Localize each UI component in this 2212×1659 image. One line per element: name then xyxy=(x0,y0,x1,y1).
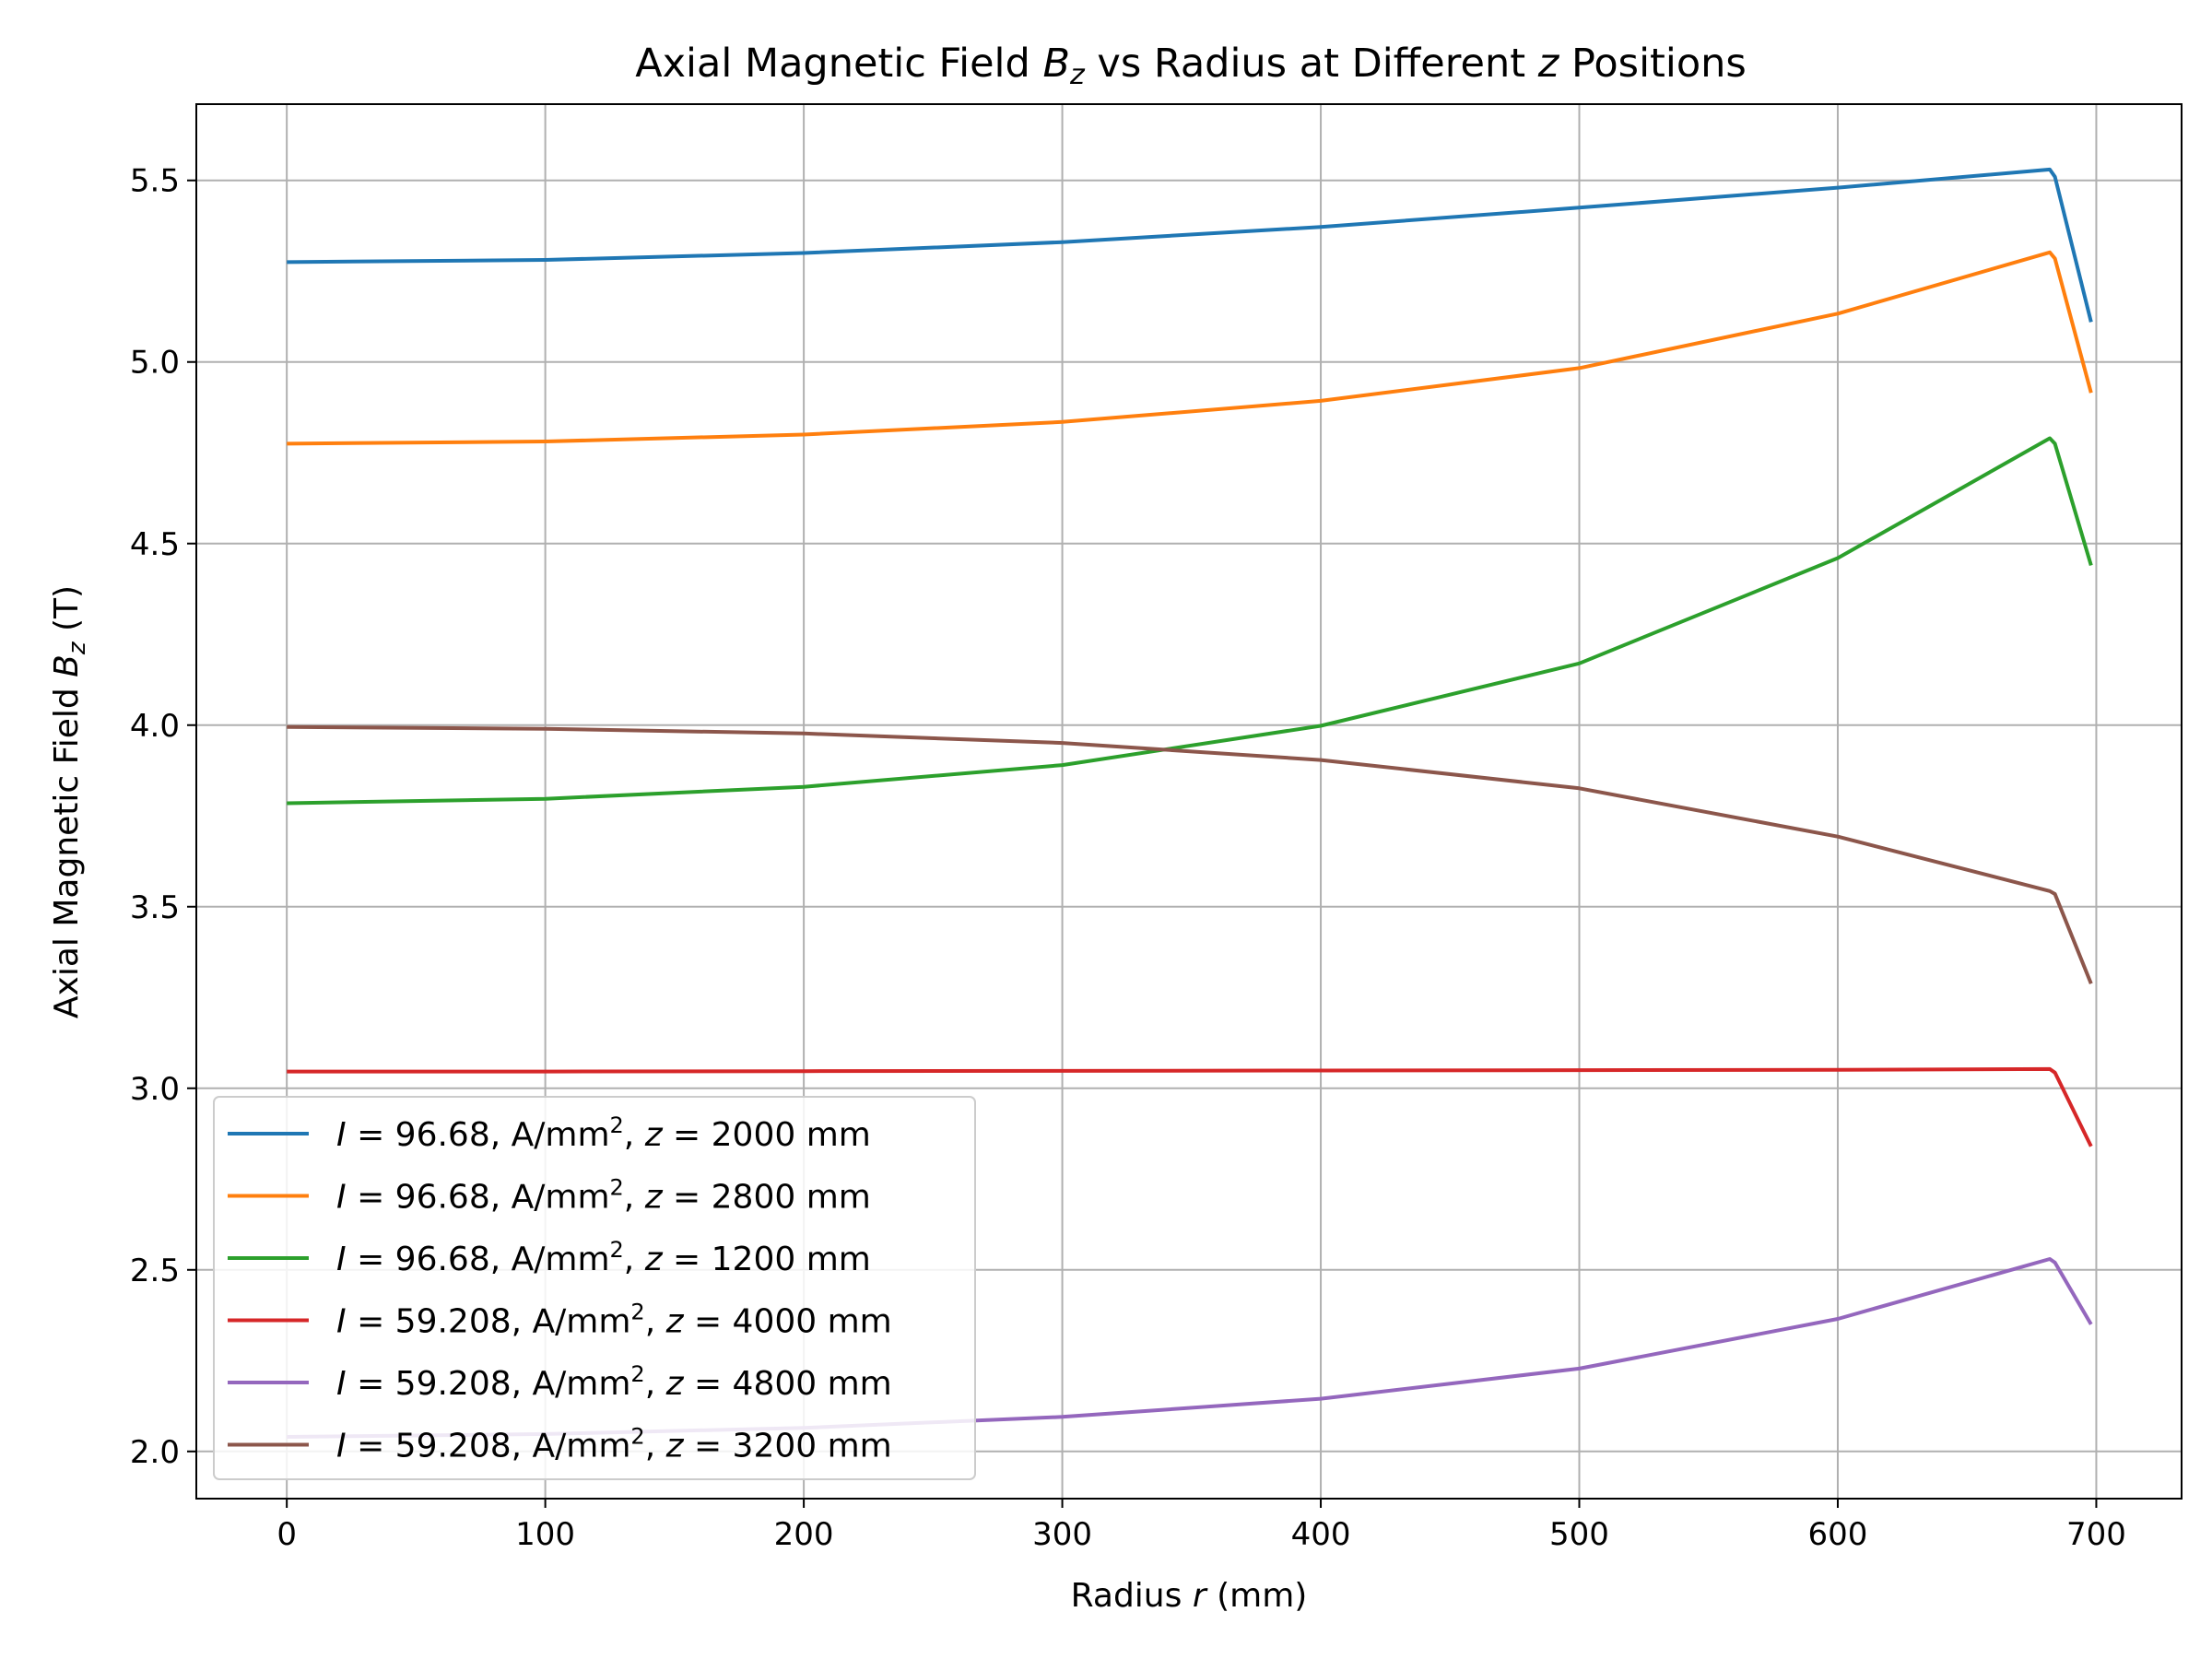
legend-entry: I = 59.208, A/mm2, z = 4800 mm xyxy=(228,1361,892,1403)
y-tick-label: 2.0 xyxy=(130,1434,180,1471)
legend-label: I = 59.208, A/mm2, z = 4000 mm xyxy=(336,1300,892,1341)
legend-label: I = 96.68, A/mm2, z = 2800 mm xyxy=(336,1175,871,1217)
series-line-3 xyxy=(287,436,2093,806)
series-line-6 xyxy=(287,724,2093,985)
legend-label: I = 59.208, A/mm2, z = 4800 mm xyxy=(336,1361,892,1403)
y-tick-label: 3.0 xyxy=(130,1071,180,1108)
y-tick-label: 2.5 xyxy=(130,1253,180,1289)
x-tick-label: 600 xyxy=(1808,1516,1868,1553)
legend-entry: I = 96.68, A/mm2, z = 2000 mm xyxy=(228,1112,871,1154)
x-tick-label: 100 xyxy=(515,1516,575,1553)
y-tick-label: 4.5 xyxy=(130,526,180,563)
legend-entries: I = 96.68, A/mm2, z = 2000 mm I = 96.68, … xyxy=(228,1112,892,1465)
series-line-1 xyxy=(287,167,2093,323)
series-line-2 xyxy=(287,250,2093,446)
x-tick-label: 500 xyxy=(1549,1516,1609,1553)
legend-entry: I = 59.208, A/mm2, z = 3200 mm xyxy=(228,1424,892,1465)
legend-entry: I = 96.68, A/mm2, z = 2800 mm xyxy=(228,1175,871,1217)
x-tick-label: 200 xyxy=(774,1516,834,1553)
x-tick-label: 300 xyxy=(1032,1516,1092,1553)
y-tick-label: 5.5 xyxy=(130,163,180,200)
legend-entry: I = 96.68, A/mm2, z = 1200 mm xyxy=(228,1237,871,1278)
y-tick-label: 5.0 xyxy=(130,345,180,382)
x-tick-label: 400 xyxy=(1291,1516,1351,1553)
legend-label: I = 96.68, A/mm2, z = 2000 mm xyxy=(336,1112,871,1154)
y-tick-label: 3.5 xyxy=(130,889,180,926)
legend-box xyxy=(213,1096,976,1480)
legend-label: I = 59.208, A/mm2, z = 3200 mm xyxy=(336,1424,892,1465)
series-line-4 xyxy=(287,1066,2093,1147)
x-tick-label: 700 xyxy=(2066,1516,2126,1553)
legend-label: I = 96.68, A/mm2, z = 1200 mm xyxy=(336,1237,871,1278)
x-axis-label: Radius r (mm) xyxy=(1071,1577,1308,1615)
y-ticks: 2.0 2.5 3.0 3.5 4.0 4.5 5.0 5.5 xyxy=(130,163,196,1471)
y-axis-label: Axial Magnetic Field Bz (T) xyxy=(48,585,91,1018)
x-ticks: 0 100 200 300 400 500 600 700 xyxy=(276,1499,2126,1553)
legend-entry: I = 59.208, A/mm2, z = 4000 mm xyxy=(228,1300,892,1341)
legend: I = 96.68, A/mm2, z = 2000 mm I = 96.68, … xyxy=(213,1096,976,1480)
x-tick-label: 0 xyxy=(276,1516,297,1553)
chart-title: Axial Magnetic Field Bz vs Radius at Dif… xyxy=(635,41,1747,91)
y-tick-label: 4.0 xyxy=(130,708,180,745)
plot-frame xyxy=(195,103,2183,1500)
